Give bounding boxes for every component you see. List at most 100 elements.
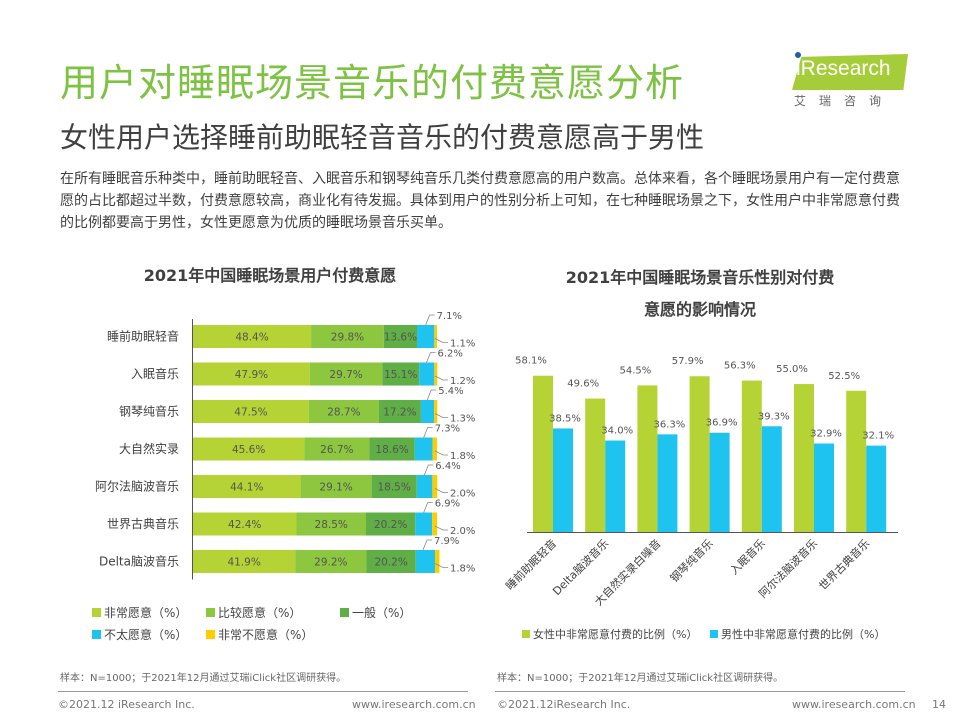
legend-label: 比较愿意（%）: [218, 606, 302, 620]
leader-line: [434, 338, 448, 343]
data-label: 7.9%: [434, 536, 459, 547]
data-label: 44.1%: [230, 482, 263, 494]
bar-male: [657, 434, 678, 532]
bar-segment-2: [378, 400, 421, 423]
right-footer-url[interactable]: www.iresearch.com.cn: [792, 698, 916, 711]
right-footer-divider: [495, 691, 905, 692]
bar-male: [866, 445, 887, 532]
category-label: 睡前助眠轻音: [503, 536, 560, 593]
bar-female: [585, 398, 606, 532]
legend-item: 男性中非常愿意付费的比例（%）: [710, 626, 885, 642]
data-label: 1.8%: [450, 451, 475, 462]
page-subtitle: 女性用户选择睡前助眠轻音音乐的付费意愿高于男性: [60, 121, 705, 154]
category-label: 入眠音乐: [131, 366, 179, 381]
data-label: 7.3%: [435, 424, 460, 435]
data-label: 54.5%: [620, 365, 652, 376]
page-title: 用户对睡眠场景音乐的付费意愿分析: [60, 61, 685, 105]
iresearch-logo: iResearch 艾瑞咨询: [782, 48, 912, 114]
left-stacked-bar-chart: 睡前助眠轻音 48.4% 29.8% 13.6% 7.1% 1.1% 入眠音乐 47.9% 29…: [95, 311, 475, 580]
data-label: 34.0%: [601, 426, 633, 437]
legend-swatch: [92, 608, 101, 617]
leader-line: [426, 352, 436, 363]
legend-item: 非常愿意（%）: [92, 604, 187, 621]
data-label: 55.0%: [776, 364, 808, 375]
data-label: 7.1%: [437, 311, 462, 322]
bar-segment-1: [311, 325, 384, 348]
bar-female: [637, 385, 658, 532]
left-sample-note: 样本：N=1000；于2021年12月通过艾瑞iClick社区调研获得。: [60, 673, 347, 684]
bar-segment-3: [416, 475, 433, 498]
bar-female: [533, 375, 553, 532]
bar-male: [553, 428, 573, 532]
legend-label: 一般（%）: [352, 606, 412, 620]
legend-item: 不太愿意（%）: [92, 626, 187, 643]
leader-line: [423, 464, 434, 476]
data-label: 1.1%: [450, 339, 475, 350]
category-label: 钢琴纯音乐: [119, 404, 179, 419]
bar-segment-0: [193, 362, 310, 386]
category-label: 入眠音乐: [727, 536, 768, 577]
bar-segment-3: [414, 437, 433, 461]
data-label: 36.9%: [706, 418, 738, 429]
legend-swatch: [710, 630, 718, 638]
bar-segment-3: [415, 550, 436, 573]
data-label: 26.7%: [320, 444, 353, 456]
bar-segment-0: [193, 512, 297, 536]
category-label: Delta脑波音乐: [99, 554, 179, 569]
data-label: 47.5%: [234, 407, 267, 419]
data-label: 47.9%: [235, 369, 268, 381]
bar-segment-1: [295, 550, 367, 573]
data-label: 56.3%: [724, 361, 756, 372]
data-label: 29.7%: [329, 369, 362, 381]
legend-label: 男性中非常愿意付费的比例（%）: [721, 628, 886, 641]
data-label: 1.2%: [450, 376, 475, 387]
bar-segment-2: [369, 437, 415, 461]
bar-segment-0: [193, 400, 309, 423]
leader-line: [434, 413, 448, 418]
data-label: 28.5%: [315, 519, 348, 531]
left-footer-url[interactable]: www.iresearch.com.cn: [352, 698, 476, 711]
left-footer-divider: [58, 691, 468, 692]
legend-label: 女性中非常愿意付费的比例（%）: [533, 628, 698, 641]
data-label: 2.0%: [450, 489, 475, 500]
bar-segment-1: [309, 362, 383, 386]
data-label: 29.1%: [319, 482, 352, 494]
data-label: 32.1%: [862, 431, 894, 442]
legend-swatch: [522, 630, 530, 638]
data-label: 6.4%: [435, 461, 460, 472]
data-label: 48.4%: [235, 332, 268, 344]
category-label: 大自然实录: [119, 441, 179, 456]
logo-badge: [792, 54, 908, 90]
right-chart-legend: 女性中非常愿意付费的比例（%） 男性中非常愿意付费的比例（%）: [490, 626, 960, 642]
legend-label: 非常愿意（%）: [104, 606, 188, 620]
bar-segment-1: [304, 437, 370, 461]
bar-segment-2: [371, 475, 417, 498]
bar-segment-3: [415, 512, 433, 536]
leader-line: [434, 563, 448, 568]
bar-segment-2: [383, 325, 417, 348]
right-chart-title: 2021年中国睡眠场景音乐性别对付费 意愿的影响情况: [490, 262, 910, 326]
data-label: 52.5%: [828, 371, 860, 382]
logo-brand: iResearch: [796, 57, 891, 80]
bar-segment-0: [193, 550, 296, 573]
bar-female: [689, 376, 710, 532]
legend-label: 不太愿意（%）: [104, 628, 188, 642]
leader-line: [434, 525, 448, 531]
data-label: 38.5%: [549, 413, 581, 424]
bar-segment-4: [434, 362, 438, 386]
left-footer-copyright: ©2021.12 iResearch Inc.: [58, 698, 195, 711]
right-grouped-bar-chart: 58.1%38.5%睡前助眠轻音49.6%34.0%Delta脑波音乐54.5%…: [503, 356, 898, 608]
category-label: 阿尔法脑波音乐: [95, 479, 179, 494]
bar-female: [741, 380, 762, 532]
bar-segment-4: [432, 475, 438, 498]
data-label: 39.3%: [758, 411, 790, 422]
bar-segment-4: [434, 325, 437, 348]
data-label: 49.6%: [567, 379, 599, 390]
bar-segment-0: [193, 475, 301, 498]
left-chart-legend: 非常愿意（%） 比较愿意（%） 一般（%） 不太愿意（%） 非常不愿意（%）: [0, 600, 480, 650]
bar-female: [794, 384, 814, 532]
bar-segment-4: [435, 550, 440, 573]
data-label: 15.1%: [384, 369, 417, 381]
leader-line: [425, 314, 435, 326]
data-label: 45.6%: [232, 444, 265, 456]
